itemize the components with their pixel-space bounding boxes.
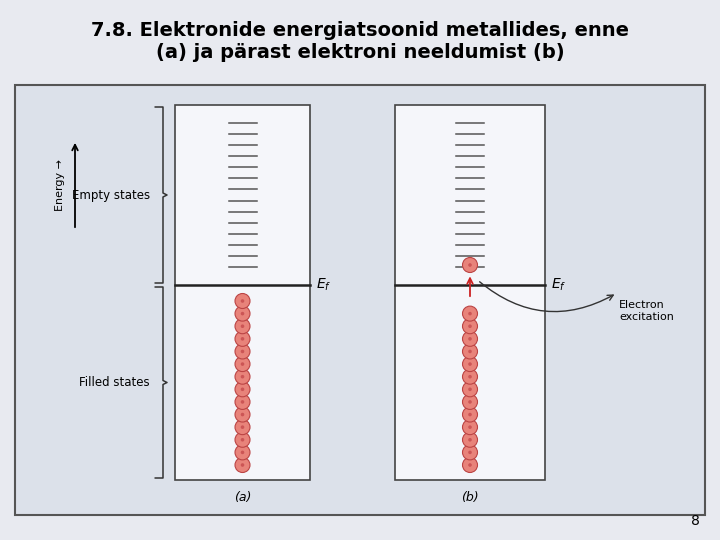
Circle shape bbox=[468, 325, 472, 328]
Text: $E_f$: $E_f$ bbox=[551, 277, 567, 293]
Circle shape bbox=[468, 413, 472, 416]
Text: Electron
excitation: Electron excitation bbox=[619, 300, 674, 322]
Circle shape bbox=[468, 312, 472, 315]
Text: $E_f$: $E_f$ bbox=[316, 277, 331, 293]
Circle shape bbox=[468, 438, 472, 442]
Circle shape bbox=[240, 438, 244, 442]
Circle shape bbox=[240, 388, 244, 391]
Text: Empty states: Empty states bbox=[72, 188, 150, 201]
Circle shape bbox=[235, 445, 250, 460]
Circle shape bbox=[462, 258, 477, 273]
Circle shape bbox=[235, 382, 250, 397]
Text: Energy →: Energy → bbox=[55, 159, 65, 211]
Circle shape bbox=[462, 407, 477, 422]
Circle shape bbox=[235, 407, 250, 422]
Circle shape bbox=[468, 388, 472, 391]
Circle shape bbox=[468, 463, 472, 467]
Text: (a): (a) bbox=[234, 491, 251, 504]
Circle shape bbox=[468, 337, 472, 341]
Circle shape bbox=[240, 400, 244, 404]
Circle shape bbox=[240, 426, 244, 429]
Circle shape bbox=[462, 344, 477, 359]
Circle shape bbox=[462, 394, 477, 409]
Circle shape bbox=[235, 344, 250, 359]
Circle shape bbox=[462, 457, 477, 472]
Circle shape bbox=[235, 294, 250, 308]
Circle shape bbox=[235, 306, 250, 321]
Circle shape bbox=[235, 332, 250, 346]
Circle shape bbox=[462, 332, 477, 346]
Circle shape bbox=[240, 362, 244, 366]
Circle shape bbox=[240, 463, 244, 467]
Circle shape bbox=[462, 445, 477, 460]
Circle shape bbox=[468, 263, 472, 267]
Circle shape bbox=[468, 350, 472, 353]
Circle shape bbox=[240, 312, 244, 315]
Text: (a) ja pärast elektroni neeldumist (b): (a) ja pärast elektroni neeldumist (b) bbox=[156, 43, 564, 62]
Circle shape bbox=[235, 356, 250, 372]
Circle shape bbox=[462, 432, 477, 447]
Circle shape bbox=[240, 413, 244, 416]
Circle shape bbox=[462, 382, 477, 397]
Circle shape bbox=[468, 426, 472, 429]
Circle shape bbox=[462, 306, 477, 321]
Circle shape bbox=[235, 394, 250, 409]
Circle shape bbox=[235, 369, 250, 384]
Circle shape bbox=[240, 350, 244, 353]
Circle shape bbox=[240, 450, 244, 454]
Text: 8: 8 bbox=[691, 514, 700, 528]
Circle shape bbox=[462, 420, 477, 435]
Circle shape bbox=[468, 400, 472, 404]
Circle shape bbox=[468, 450, 472, 454]
Text: (b): (b) bbox=[462, 491, 479, 504]
Circle shape bbox=[462, 319, 477, 334]
Circle shape bbox=[240, 325, 244, 328]
Bar bbox=[395, 105, 545, 480]
Circle shape bbox=[468, 375, 472, 379]
Bar bbox=[15, 85, 705, 515]
Circle shape bbox=[240, 337, 244, 341]
Circle shape bbox=[240, 299, 244, 303]
Circle shape bbox=[235, 319, 250, 334]
Circle shape bbox=[235, 432, 250, 447]
Text: 7.8. Elektronide energiatsoonid metallides, enne: 7.8. Elektronide energiatsoonid metallid… bbox=[91, 21, 629, 39]
Circle shape bbox=[462, 356, 477, 372]
Circle shape bbox=[462, 369, 477, 384]
Circle shape bbox=[468, 362, 472, 366]
Bar bbox=[175, 105, 310, 480]
Circle shape bbox=[240, 375, 244, 379]
Text: Filled states: Filled states bbox=[79, 376, 150, 389]
Circle shape bbox=[235, 457, 250, 472]
Circle shape bbox=[235, 420, 250, 435]
